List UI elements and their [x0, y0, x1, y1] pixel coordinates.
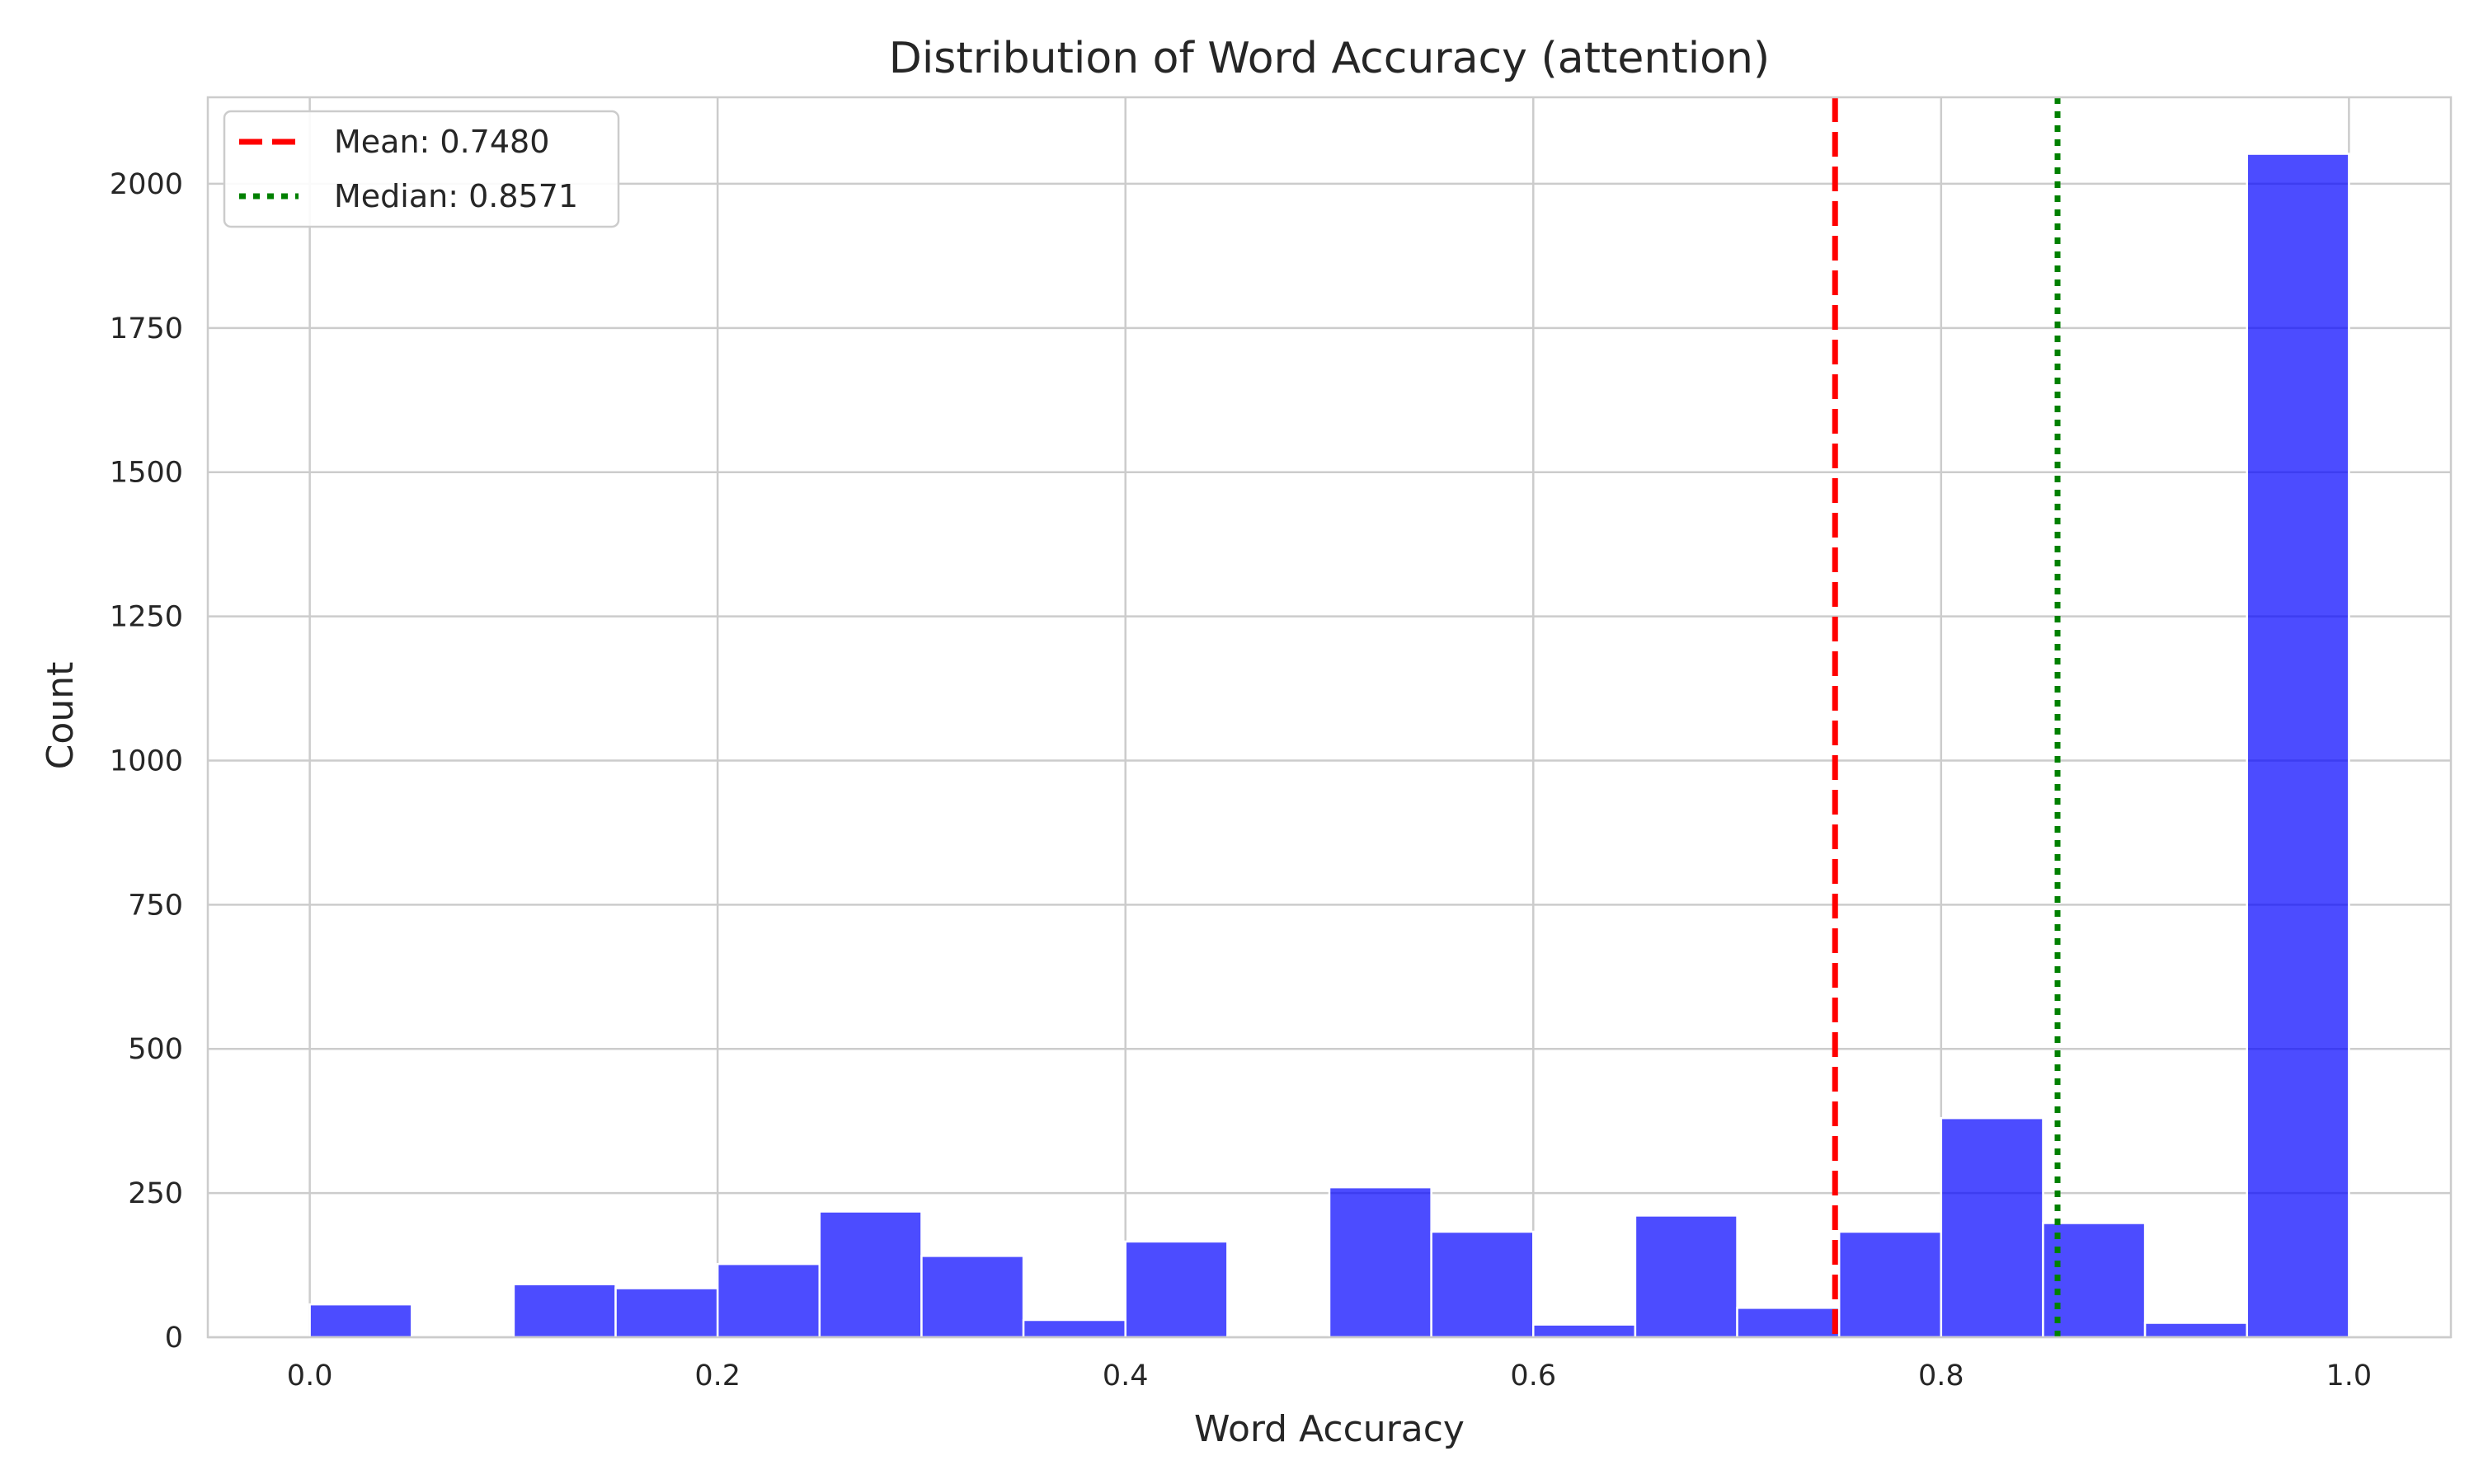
- legend-box: [223, 110, 620, 228]
- y-tick-label: 1750: [110, 312, 183, 345]
- y-axis-label: Count: [40, 662, 82, 770]
- histogram-bar: [920, 1255, 1025, 1339]
- x-tick-label: 0.2: [694, 1360, 741, 1392]
- histogram-bar: [1532, 1323, 1637, 1339]
- histogram-bar: [1736, 1307, 1841, 1339]
- histogram-bar: [1634, 1214, 1738, 1339]
- y-tick-labels: 0 250 500 750 1000 1250 1500 1750 2000: [110, 168, 183, 1355]
- histogram-bar: [1022, 1318, 1126, 1339]
- y-tick-label: 1250: [110, 601, 183, 634]
- histogram-bar: [2246, 153, 2350, 1339]
- histogram-bar: [1837, 1230, 1943, 1339]
- x-tick-label: 0.0: [287, 1360, 333, 1392]
- x-tick-label: 1.0: [2326, 1360, 2373, 1392]
- histogram-bar: [614, 1287, 719, 1339]
- y-tick-label: 1500: [110, 457, 183, 490]
- y-tick-label: 1000: [110, 744, 183, 777]
- histogram-bar: [1124, 1240, 1229, 1339]
- x-tick-label: 0.6: [1510, 1360, 1556, 1392]
- reference-lines: [1832, 97, 2061, 1337]
- y-tick-label: 500: [128, 1033, 183, 1066]
- x-tick-label: 0.8: [1918, 1360, 1964, 1392]
- x-tick-labels: 0.0 0.2 0.4 0.6 0.8 1.0: [287, 1360, 2372, 1392]
- y-tick-label: 250: [128, 1177, 183, 1210]
- x-axis-label: Word Accuracy: [1194, 1408, 1465, 1450]
- histogram-bar: [2143, 1322, 2248, 1339]
- histogram-bars: [308, 153, 2350, 1339]
- legend-entry-mean: Mean: 0.7480: [334, 124, 549, 160]
- x-tick-label: 0.4: [1103, 1360, 1149, 1392]
- histogram-bar: [512, 1283, 617, 1339]
- histogram-bar: [716, 1262, 821, 1339]
- histogram-bar: [1430, 1230, 1535, 1339]
- histogram-bar: [1940, 1116, 2044, 1339]
- histogram-bar: [1328, 1186, 1432, 1339]
- plot-frame: [206, 96, 2453, 1339]
- y-tick-label: 0: [165, 1322, 183, 1355]
- histogram-bar: [818, 1210, 923, 1339]
- legend-entry-median: Median: 0.8571: [334, 178, 578, 214]
- y-tick-label: 2000: [110, 168, 183, 201]
- chart-title: Distribution of Word Accuracy (attention…: [889, 34, 1770, 83]
- y-tick-label: 750: [128, 889, 183, 922]
- histogram-bar: [308, 1303, 413, 1339]
- legend: Mean: 0.7480 Median: 0.8571: [223, 110, 620, 228]
